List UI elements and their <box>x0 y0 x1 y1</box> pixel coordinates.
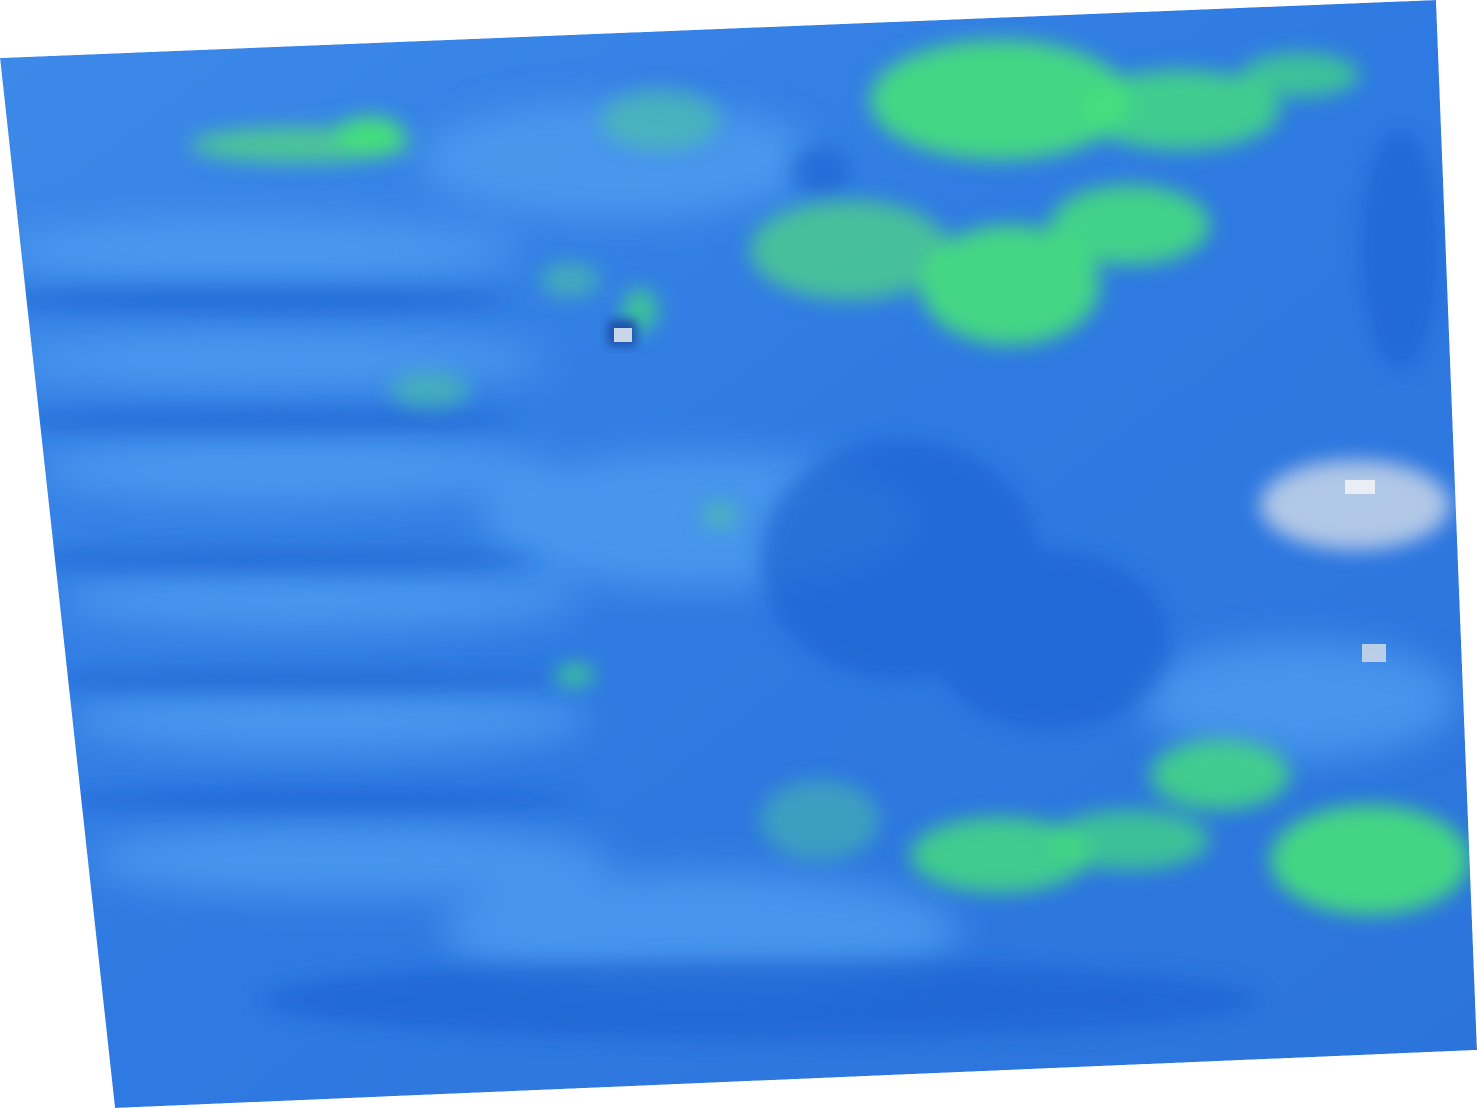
pale-spot-southeast <box>1362 644 1386 662</box>
green-patch-southeast <box>1270 805 1470 915</box>
green-patch-center <box>920 225 1100 345</box>
dark-streaks <box>0 130 1440 1040</box>
pale-spot-east <box>1260 460 1450 550</box>
pale-spots <box>608 320 1450 662</box>
green-patch-north <box>870 40 1130 160</box>
green-patch-south <box>910 817 1090 893</box>
green-patches <box>190 40 1470 915</box>
light-ridges <box>0 100 1460 990</box>
